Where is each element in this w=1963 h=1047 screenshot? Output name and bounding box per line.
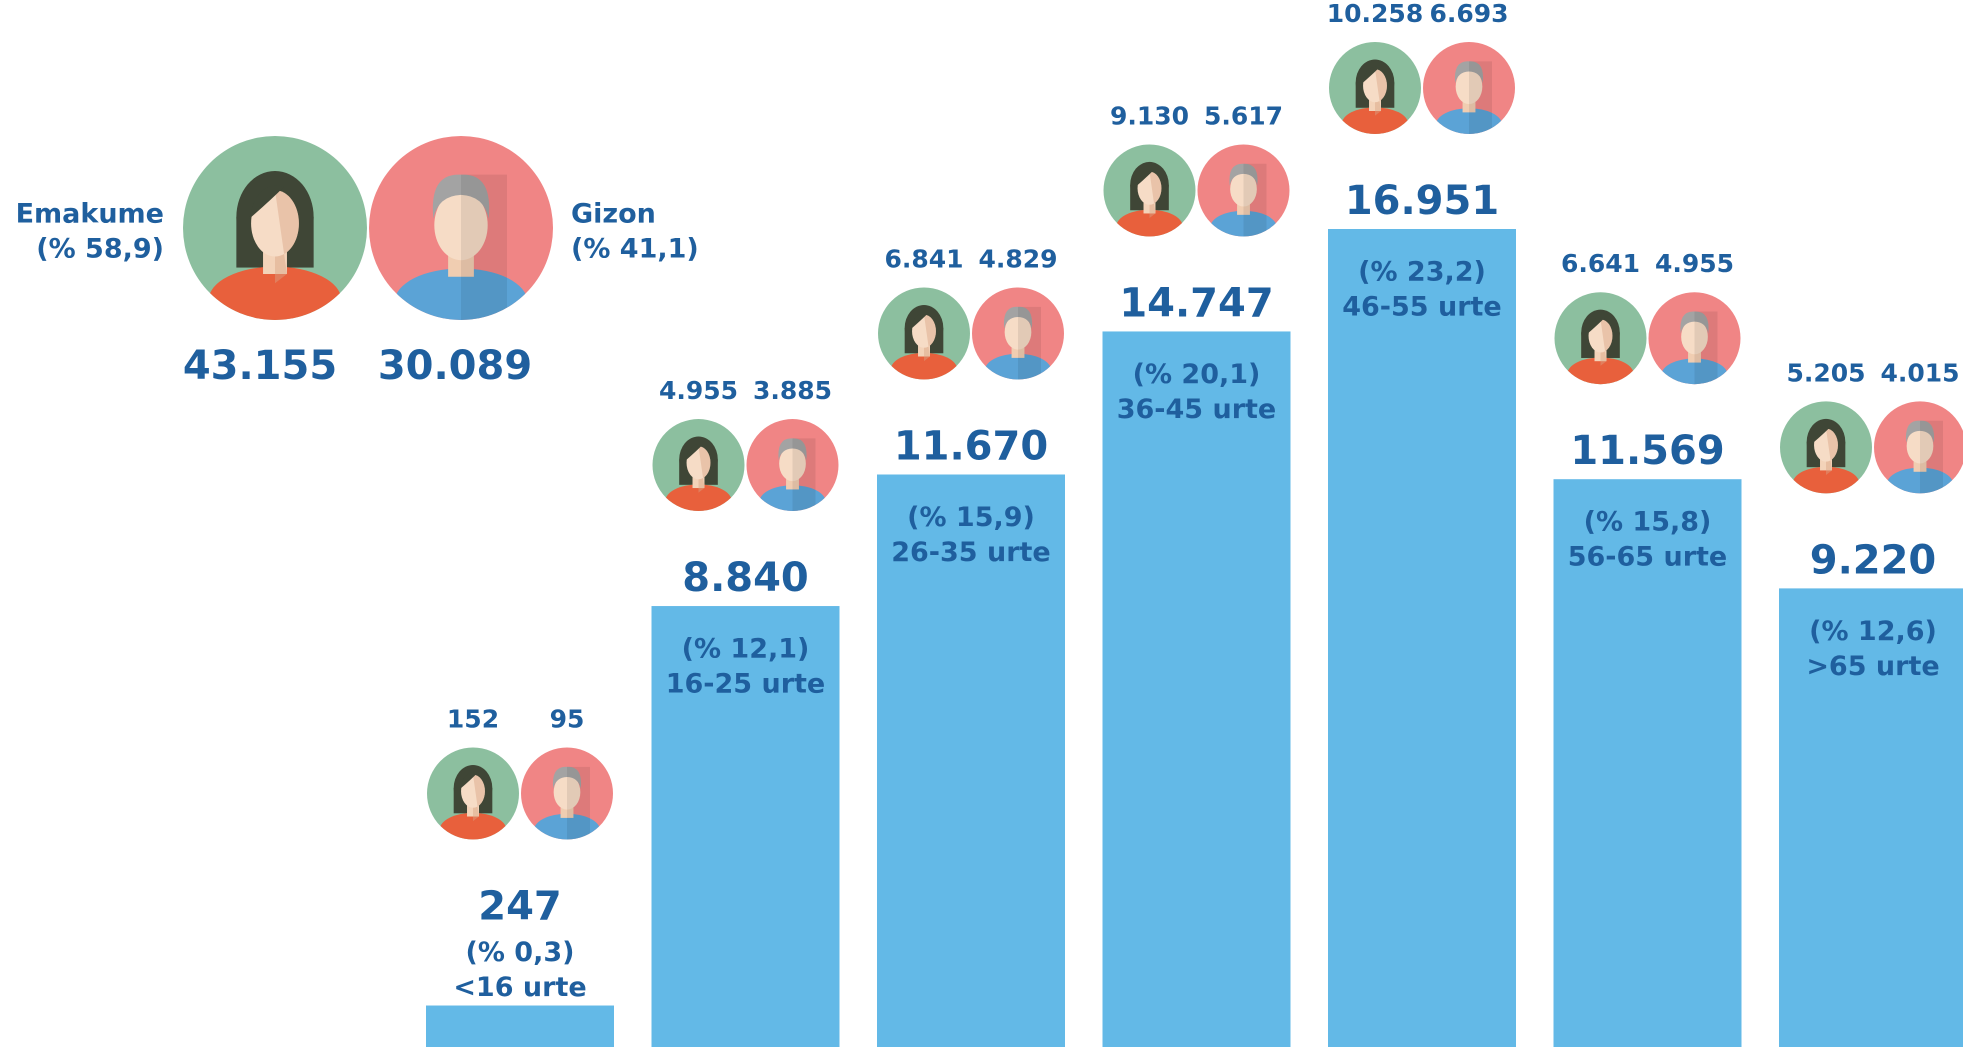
bar: [1103, 331, 1291, 1047]
man-avatar: [1423, 42, 1515, 141]
man-avatar: [972, 287, 1064, 386]
value-label: 9.220: [1810, 537, 1937, 583]
shade: [461, 175, 507, 320]
shade: [567, 767, 590, 840]
category-label: 46-55 urte: [1342, 292, 1502, 323]
count-label: 4.829: [978, 244, 1057, 273]
value-label: 14.747: [1119, 280, 1273, 326]
count-label: 95: [550, 705, 585, 734]
chart: <16 urte (% 0,3) 247 152 95 (% 12,1) 16-25 urt…: [0, 0, 1963, 1047]
woman-avatar: [1329, 42, 1421, 140]
shade: [1244, 164, 1267, 237]
share-label: (% 15,9): [907, 502, 1035, 533]
value-label: 11.569: [1570, 428, 1724, 474]
woman-avatar: [1555, 292, 1647, 390]
count-label: 6.841: [884, 244, 963, 273]
category-label: 56-65 urte: [1568, 542, 1728, 573]
share-label: (% 12,1): [682, 634, 810, 665]
man-avatar: [369, 136, 553, 335]
man-avatar: [1649, 292, 1741, 391]
count-label: 152: [447, 705, 499, 734]
count-label: 4.955: [659, 376, 738, 405]
legend-label: Emakume: [16, 199, 164, 230]
category-label: >65 urte: [1806, 651, 1939, 682]
legend-share: (% 41,1): [571, 234, 699, 265]
legend-total: 43.155: [183, 343, 337, 389]
value-label: 247: [478, 884, 562, 930]
woman-avatar: [183, 136, 367, 333]
man-avatar: [1874, 401, 1963, 500]
legend-share: (% 58,9): [36, 234, 164, 265]
count-label: 4.015: [1880, 358, 1959, 387]
category-label: 26-35 urte: [891, 537, 1051, 568]
count-label: 10.258: [1327, 0, 1423, 28]
page: <16 urte (% 0,3) 247 152 95 (% 12,1) 16-25 urt…: [0, 0, 1963, 1047]
man-avatar: [521, 748, 613, 847]
man-avatar: [1198, 144, 1290, 243]
share-label: (% 0,3): [466, 937, 575, 968]
value-label: 11.670: [894, 423, 1048, 469]
shade: [1695, 312, 1718, 385]
count-label: 6.693: [1429, 0, 1508, 28]
shade: [1469, 61, 1492, 134]
category-label: <16 urte: [453, 972, 586, 1003]
value-label: 16.951: [1345, 178, 1499, 224]
legend-label: Gizon: [571, 199, 656, 230]
woman-avatar: [653, 419, 745, 517]
shade: [1018, 307, 1041, 380]
value-label: 8.840: [682, 555, 809, 601]
shade: [1920, 421, 1943, 494]
share-label: (% 20,1): [1133, 359, 1261, 390]
share-label: (% 23,2): [1358, 257, 1486, 288]
bar: [1328, 229, 1516, 1047]
man-avatar: [747, 419, 839, 518]
count-label: 5.617: [1204, 101, 1283, 130]
share-label: (% 15,8): [1584, 507, 1712, 538]
count-label: 9.130: [1110, 101, 1189, 130]
category-label: 36-45 urte: [1117, 394, 1277, 425]
shade: [793, 438, 816, 511]
woman-avatar: [878, 287, 970, 385]
bar: [426, 1006, 614, 1047]
count-label: 3.885: [753, 376, 832, 405]
woman-avatar: [1104, 144, 1196, 242]
legend-total: 30.089: [378, 343, 532, 389]
count-label: 6.641: [1561, 249, 1640, 278]
count-label: 4.955: [1655, 249, 1734, 278]
category-label: 16-25 urte: [666, 669, 826, 700]
woman-avatar: [427, 748, 519, 846]
count-label: 5.205: [1786, 358, 1865, 387]
woman-avatar: [1780, 401, 1872, 499]
share-label: (% 12,6): [1809, 616, 1937, 647]
